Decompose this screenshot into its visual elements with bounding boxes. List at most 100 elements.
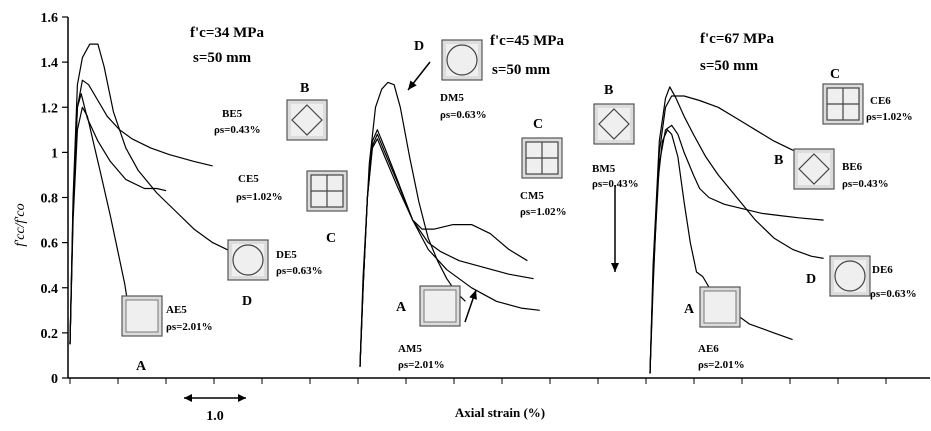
- panel-subtitle-1: s=50 mm: [492, 62, 551, 78]
- cm5-ratio: ρs=1.02%: [520, 206, 567, 218]
- dm5-name: DM5: [440, 92, 464, 104]
- ae6-section-core: [704, 291, 736, 323]
- am5-letter: A: [396, 300, 407, 315]
- ae5-letter: A: [136, 359, 147, 374]
- be6-section-icon: [793, 148, 835, 190]
- y-tick-label-4: 0.8: [41, 192, 59, 207]
- ae5-name: AE5: [166, 304, 187, 316]
- am5-section-icon: [419, 285, 461, 327]
- y-tick-label-5: 1: [51, 146, 58, 161]
- be5-name: BE5: [222, 108, 243, 120]
- series-layer: [69, 43, 824, 374]
- dm5-letter: D: [414, 39, 424, 54]
- bm5-section-core: [598, 108, 630, 140]
- am5-section-core: [424, 290, 456, 322]
- panel-subtitle-0: s=50 mm: [193, 50, 252, 66]
- ce6-hoop: [826, 87, 860, 121]
- y-tick-label-1: 0.2: [41, 327, 59, 342]
- y-tick-label-0: 0: [51, 372, 58, 387]
- bm5-letter: B: [604, 83, 613, 98]
- ae6-hoop: [703, 290, 737, 324]
- be6-diamond-hoop: [798, 153, 830, 185]
- be6-ratio: ρs=0.43%: [842, 178, 889, 190]
- ce6-name: CE6: [870, 95, 891, 107]
- panel-title-0: f'c=34 MPa: [190, 25, 264, 41]
- panel-subtitle-2: s=50 mm: [700, 58, 759, 74]
- ae5-hoop: [125, 299, 159, 333]
- de6-name: DE6: [872, 264, 893, 276]
- de5-spiral-hoop: [232, 244, 264, 276]
- annotation-layer: f'c=34 MPa s=50 mm f'c=45 MPa s=50 mm f'c=67…: [121, 25, 917, 374]
- series-dm5: [359, 81, 466, 367]
- am5-arrow-head: [469, 290, 477, 300]
- scale-bar-label: 1.0: [206, 409, 224, 424]
- ce5-ratio: ρs=1.02%: [236, 191, 283, 203]
- cm5-section-icon: [521, 137, 563, 179]
- ce5-section-icon: [306, 170, 348, 212]
- ae5-section-icon: [121, 295, 163, 337]
- am5-ratio: ρs=2.01%: [398, 359, 445, 371]
- y-axis-label: f'cc/f'co: [13, 203, 28, 246]
- de6-section-core: [834, 260, 866, 292]
- ae6-name: AE6: [698, 343, 719, 355]
- de5-name: DE5: [276, 249, 297, 261]
- bm5-arrow-head: [611, 263, 619, 272]
- y-tick-label-2: 0.4: [41, 282, 59, 297]
- series-ce6: [649, 95, 824, 374]
- de5-section-core: [232, 244, 264, 276]
- scale-bar: 1.0: [184, 394, 246, 424]
- y-tick-label-7: 1.4: [41, 56, 59, 71]
- be6-section-core: [798, 153, 830, 185]
- bm5-ratio: ρs=0.43%: [592, 178, 639, 190]
- be5-ratio: ρs=0.43%: [214, 124, 261, 136]
- x-axis-label: Axial strain (%): [455, 405, 545, 420]
- series-ce5: [69, 93, 167, 345]
- be5-diamond-hoop: [291, 104, 323, 136]
- ae6-letter: A: [684, 302, 695, 317]
- ce6-section-icon: [822, 83, 864, 125]
- be5-section-icon: [286, 99, 328, 141]
- ae5-section-core: [126, 300, 158, 332]
- ae5-ratio: ρs=2.01%: [166, 321, 213, 333]
- am5-hoop: [423, 289, 457, 323]
- dm5-spiral-hoop: [446, 44, 478, 76]
- y-tick-label-8: 1.6: [41, 11, 59, 26]
- series-de5: [69, 43, 244, 345]
- axes: 0 0.2 0.4 0.6 0.8 1 1.2 1.4 1.6: [41, 11, 930, 387]
- de5-ratio: ρs=0.63%: [276, 265, 323, 277]
- de6-letter: D: [806, 272, 816, 287]
- ce5-hoop: [310, 174, 344, 208]
- de5-letter: D: [242, 294, 252, 309]
- series-ae6: [649, 129, 793, 374]
- be6-name: BE6: [842, 161, 863, 173]
- dm5-ratio: ρs=0.63%: [440, 109, 487, 121]
- dm5-arrow-head: [408, 80, 417, 90]
- de6-ratio: ρs=0.63%: [870, 288, 917, 300]
- de6-spiral-hoop: [834, 260, 866, 292]
- ce5-name: CE5: [238, 173, 259, 185]
- dm5-section-icon: [441, 39, 483, 81]
- ce6-letter: C: [830, 67, 840, 82]
- cm5-name: CM5: [520, 190, 544, 202]
- series-cm5: [359, 133, 534, 367]
- be5-section-core: [291, 104, 323, 136]
- cm5-letter: C: [533, 117, 543, 132]
- bm5-diamond-hoop: [598, 108, 630, 140]
- panel-title-1: f'c=45 MPa: [490, 33, 564, 49]
- panel-title-2: f'c=67 MPa: [700, 31, 774, 47]
- am5-name: AM5: [398, 343, 422, 355]
- de5-section-icon: [227, 239, 269, 281]
- series-am5: [359, 129, 540, 367]
- series-de6: [649, 86, 824, 374]
- dm5-section-core: [446, 44, 478, 76]
- bm5-section-icon: [593, 103, 635, 145]
- ce5-letter: C: [326, 231, 336, 246]
- y-tick-label-3: 0.6: [41, 237, 59, 252]
- bm5-name: BM5: [592, 163, 616, 175]
- y-tick-label-6: 1.2: [41, 101, 59, 116]
- ae6-ratio: ρs=2.01%: [698, 359, 745, 371]
- series-be6: [649, 124, 824, 374]
- cm5-hoop: [525, 141, 559, 175]
- ae6-section-icon: [699, 286, 741, 328]
